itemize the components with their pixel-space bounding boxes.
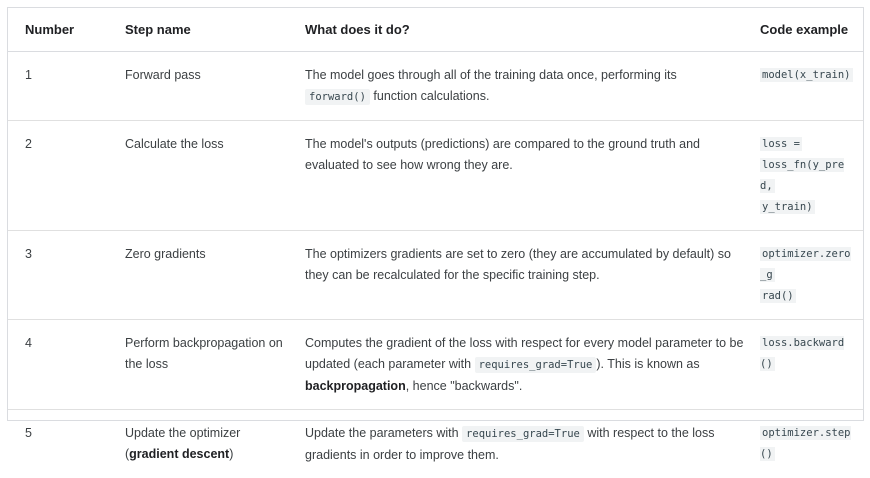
code-snippet: loss.backward() [760, 336, 844, 371]
code-snippet: y_train) [760, 200, 815, 214]
row-step-name: Update the optimizer (gradient descent) [125, 410, 305, 478]
inline-code: requires_grad=True [475, 357, 597, 373]
row-code-example: optimizer.zero_g rad() [760, 231, 863, 320]
row-code-example: optimizer.step() [760, 410, 863, 478]
table-header-row: Number Step name What does it do? Code e… [8, 8, 863, 52]
row-description: The model goes through all of the traini… [305, 52, 760, 121]
training-steps-table: Number Step name What does it do? Code e… [8, 8, 863, 478]
row-step-name: Forward pass [125, 52, 305, 121]
table-container: Number Step name What does it do? Code e… [7, 7, 864, 421]
row-number: 5 [8, 410, 125, 478]
row-description: The optimizers gradients are set to zero… [305, 231, 760, 320]
description-text: The model goes through all of the traini… [305, 68, 677, 82]
code-snippet: optimizer.zero_g [760, 247, 851, 282]
header-number: Number [8, 8, 125, 52]
table-row: 3 Zero gradients The optimizers gradient… [8, 231, 863, 320]
header-code-example: Code example [760, 8, 863, 52]
header-step-name: Step name [125, 8, 305, 52]
table-row: 5 Update the optimizer (gradient descent… [8, 410, 863, 478]
inline-code: requires_grad=True [462, 426, 584, 442]
code-snippet: model(x_train) [760, 68, 853, 82]
row-description: Update the parameters with requires_grad… [305, 410, 760, 478]
row-number: 2 [8, 121, 125, 231]
header-what-does-it-do: What does it do? [305, 8, 760, 52]
bold-term: gradient descent [129, 447, 229, 461]
description-text: , hence "backwards". [406, 379, 523, 393]
row-code-example: loss = loss_fn(y_pred, y_train) [760, 121, 863, 231]
row-number: 3 [8, 231, 125, 320]
row-step-name: Calculate the loss [125, 121, 305, 231]
description-text: function calculations. [373, 89, 489, 103]
row-code-example: loss.backward() [760, 320, 863, 410]
bold-term: backpropagation [305, 379, 406, 393]
table-row: 4 Perform backpropagation on the loss Co… [8, 320, 863, 410]
row-number: 1 [8, 52, 125, 121]
code-snippet: loss_fn(y_pred, [760, 158, 844, 193]
description-text: Update the parameters with [305, 426, 459, 440]
description-text: ). This is known as [596, 357, 699, 371]
row-number: 4 [8, 320, 125, 410]
table-row: 2 Calculate the loss The model's outputs… [8, 121, 863, 231]
step-text: ) [229, 447, 233, 461]
code-snippet: optimizer.step() [760, 426, 851, 461]
row-step-name: Zero gradients [125, 231, 305, 320]
row-code-example: model(x_train) [760, 52, 863, 121]
row-description: Computes the gradient of the loss with r… [305, 320, 760, 410]
code-snippet: rad() [760, 289, 796, 303]
code-snippet: loss = [760, 137, 802, 151]
row-description: The model's outputs (predictions) are co… [305, 121, 760, 231]
inline-code: forward() [305, 89, 370, 105]
row-step-name: Perform backpropagation on the loss [125, 320, 305, 410]
table-row: 1 Forward pass The model goes through al… [8, 52, 863, 121]
